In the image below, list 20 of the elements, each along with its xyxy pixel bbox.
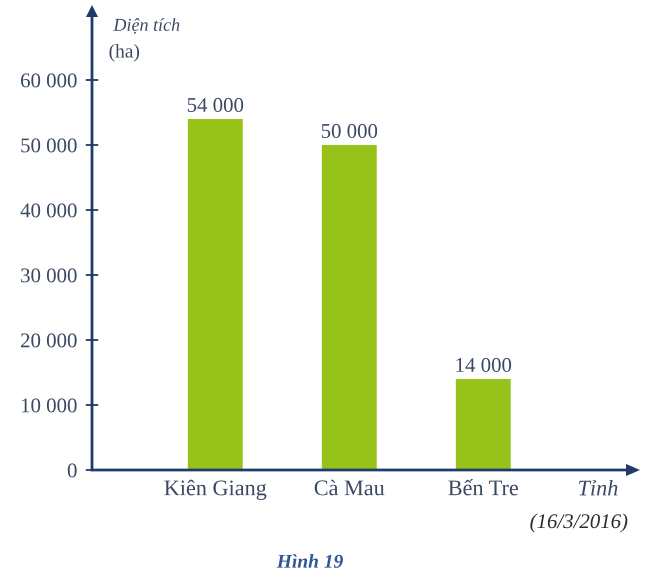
y-tick-label: 40 000 xyxy=(20,203,77,218)
y-axis-title: Diện tích (ha) xyxy=(109,18,180,62)
bar xyxy=(188,119,243,470)
y-tick-label: 60 000 xyxy=(21,73,77,88)
x-tick-label: Bến Tre xyxy=(448,479,518,496)
y-tick-label: 30 000 xyxy=(21,268,77,282)
text: Hình 19 xyxy=(276,554,343,568)
y-tick-label: 20 000 xyxy=(21,333,77,348)
x-axis-title: Tỉnh xyxy=(579,480,618,496)
text: (16/3/2016) xyxy=(530,514,628,532)
y-tick-label: 10 000 xyxy=(22,398,77,412)
data-label: 50 000 xyxy=(322,124,378,138)
y-tick-label: 0 xyxy=(68,463,77,478)
bar xyxy=(456,379,511,470)
bar xyxy=(322,145,377,470)
y-tick-label: 50 000 xyxy=(21,138,77,152)
x-tick-label: Kiên Giang xyxy=(164,480,266,500)
x-tick-label: Cà Mau xyxy=(314,480,384,496)
data-label: 14 000 xyxy=(456,358,512,372)
data-label: 54 000 xyxy=(188,98,244,112)
